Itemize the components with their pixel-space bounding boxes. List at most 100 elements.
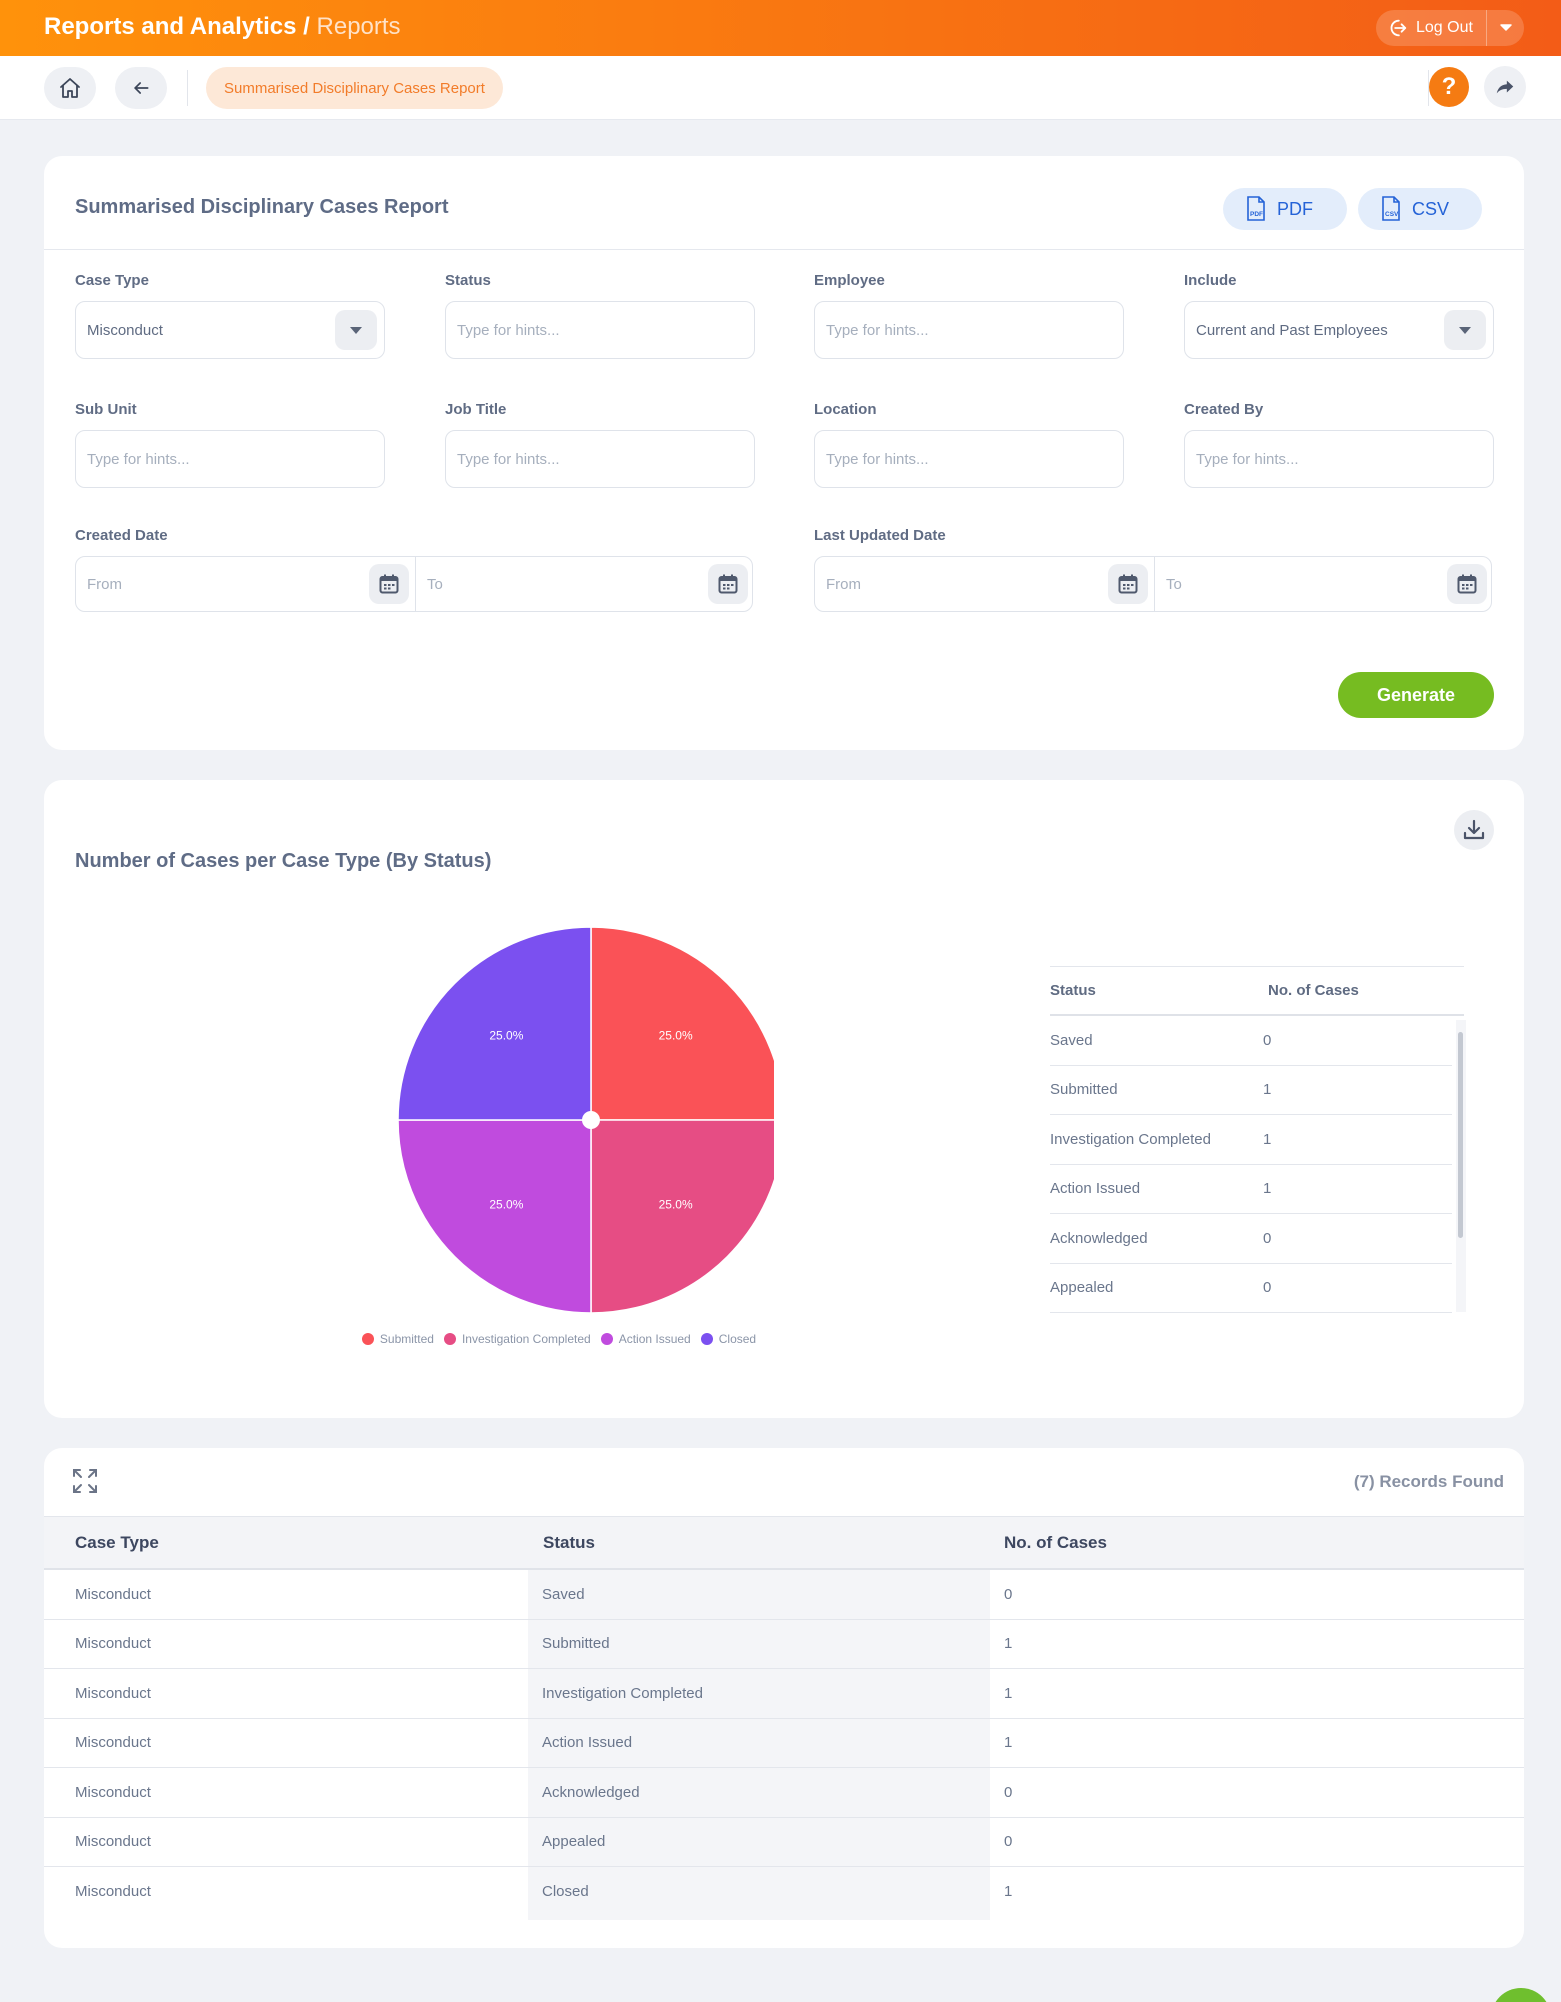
user-menu-caret[interactable] <box>1487 10 1524 46</box>
case-type-dropdown-button[interactable] <box>335 310 377 350</box>
legend-item[interactable]: Investigation Completed <box>443 1332 591 1346</box>
sub-unit-input[interactable]: Type for hints... <box>75 430 385 488</box>
created-by-input[interactable]: Type for hints... <box>1184 430 1494 488</box>
pie-slice-submitted[interactable] <box>590 926 774 1121</box>
row-count: 1 <box>1263 1131 1272 1148</box>
case-type-select[interactable]: Misconduct <box>75 301 385 359</box>
logout-group: Log Out <box>1376 10 1524 46</box>
table-row: Misconduct Acknowledged 0 <box>44 1768 1524 1818</box>
caret-down-icon <box>350 326 362 334</box>
back-button[interactable] <box>115 67 167 109</box>
pie-slice-label: 25.0% <box>489 1198 523 1212</box>
pie-slice-investigation-completed[interactable] <box>590 1119 774 1314</box>
csv-label: CSV <box>1412 198 1450 219</box>
logout-button[interactable]: Log Out <box>1376 10 1486 46</box>
cell-status: Action Issued <box>542 1734 633 1751</box>
module-page: Reports <box>316 13 401 40</box>
status-table-header: Status No. of Cases <box>1050 966 1464 1016</box>
sub-navigation: Summarised Disciplinary Cases Report ? <box>0 56 1561 120</box>
legend-label: Submitted <box>379 1332 434 1346</box>
csv-file-icon: CSV <box>1382 196 1400 221</box>
created-date-to[interactable]: To <box>415 557 754 611</box>
share-button[interactable] <box>1484 66 1526 108</box>
cell-case-type: Misconduct <box>75 1784 151 1801</box>
export-pdf-button[interactable]: PDF PDF <box>1223 188 1347 230</box>
download-chart-button[interactable] <box>1454 810 1494 850</box>
row-count: 0 <box>1263 1230 1272 1247</box>
cell-status: Submitted <box>542 1635 610 1652</box>
cell-count: 0 <box>1004 1833 1013 1850</box>
download-icon <box>1463 819 1485 840</box>
pie-slice-closed[interactable] <box>397 926 592 1121</box>
expand-table-button[interactable] <box>70 1466 100 1496</box>
legend-item[interactable]: Closed <box>700 1332 757 1346</box>
expand-icon <box>73 1469 97 1493</box>
cell-case-type: Misconduct <box>75 1685 151 1702</box>
legend-label: Closed <box>718 1332 757 1346</box>
chart-card: Number of Cases per Case Type (By Status… <box>44 780 1524 1418</box>
cell-status: Acknowledged <box>542 1784 640 1801</box>
records-card: (7) Records Found Case Type Status No. o… <box>44 1448 1524 1948</box>
svg-text:PDF: PDF <box>1250 211 1263 218</box>
pie-chart: 25.0% 25.0% 25.0% 25.0% <box>397 926 774 1314</box>
status-table-row: Appealed 0 <box>1050 1263 1452 1313</box>
last-updated-date-to[interactable]: To <box>1154 557 1493 611</box>
cell-status: Closed <box>542 1883 589 1900</box>
last-updated-date-to-calendar-button[interactable] <box>1447 564 1487 604</box>
legend-swatch <box>443 1333 456 1345</box>
records-count: (7) Records Found <box>1353 1472 1504 1491</box>
row-count: 1 <box>1263 1180 1272 1197</box>
pie-center-dot <box>582 1111 600 1129</box>
employee-input[interactable]: Type for hints... <box>814 301 1124 359</box>
row-status: Action Issued <box>1050 1180 1141 1197</box>
generate-button[interactable]: Generate <box>1338 672 1494 718</box>
cell-status: Appealed <box>542 1833 606 1850</box>
status-table-row: Investigation Completed 1 <box>1050 1115 1452 1165</box>
row-status: Acknowledged <box>1050 1230 1148 1247</box>
status-input[interactable]: Type for hints... <box>445 301 755 359</box>
status-table-scrollbar[interactable] <box>1456 1020 1466 1312</box>
status-label: Status <box>445 272 491 289</box>
table-row: Misconduct Closed 1 <box>44 1867 1524 1917</box>
status-table-row: Action Issued 1 <box>1050 1164 1452 1214</box>
location-label: Location <box>814 401 877 418</box>
status-column-header: Status <box>543 1533 595 1552</box>
nav-divider-right <box>1428 70 1429 106</box>
created-date-from-calendar-button[interactable] <box>369 564 409 604</box>
include-dropdown-button[interactable] <box>1444 310 1486 350</box>
last-updated-date-from-placeholder: From <box>826 575 861 593</box>
created-date-to-calendar-button[interactable] <box>708 564 748 604</box>
created-date-from-placeholder: From <box>87 575 122 593</box>
legend-item[interactable]: Submitted <box>361 1332 434 1346</box>
last-updated-date-range: From To <box>814 556 1492 612</box>
last-updated-date-from[interactable]: From <box>815 557 1154 611</box>
created-date-from[interactable]: From <box>76 557 415 611</box>
cell-case-type: Misconduct <box>75 1586 151 1603</box>
pie-slice-label: 25.0% <box>659 1198 693 1212</box>
location-input[interactable]: Type for hints... <box>814 430 1124 488</box>
share-icon <box>1496 80 1514 94</box>
include-select[interactable]: Current and Past Employees <box>1184 301 1494 359</box>
cell-count: 1 <box>1004 1635 1013 1652</box>
last-updated-date-to-placeholder: To <box>1166 575 1182 593</box>
status-table-row: Acknowledged 0 <box>1050 1214 1452 1264</box>
legend-label: Investigation Completed <box>461 1332 591 1346</box>
logout-icon <box>1390 19 1407 37</box>
status-table-body: Saved 0 Submitted 1 Investigation Comple… <box>1050 1016 1468 1314</box>
home-button[interactable] <box>44 67 96 109</box>
job-title-input[interactable]: Type for hints... <box>445 430 755 488</box>
export-csv-button[interactable]: CSV CSV <box>1358 188 1482 230</box>
scrollbar-thumb[interactable] <box>1458 1032 1463 1238</box>
pie-slice-action-issued[interactable] <box>397 1119 592 1314</box>
cell-status: Investigation Completed <box>542 1685 703 1702</box>
row-count: 1 <box>1263 1081 1272 1098</box>
legend-swatch <box>600 1333 613 1345</box>
legend-item[interactable]: Action Issued <box>600 1332 691 1346</box>
row-status: Appealed <box>1050 1279 1114 1296</box>
breadcrumb[interactable]: Summarised Disciplinary Cases Report <box>206 67 503 109</box>
last-updated-date-from-calendar-button[interactable] <box>1108 564 1148 604</box>
help-button[interactable]: ? <box>1429 67 1469 107</box>
floating-action-button[interactable] <box>1491 1988 1551 2002</box>
calendar-icon <box>379 574 399 594</box>
cell-case-type: Misconduct <box>75 1635 151 1652</box>
